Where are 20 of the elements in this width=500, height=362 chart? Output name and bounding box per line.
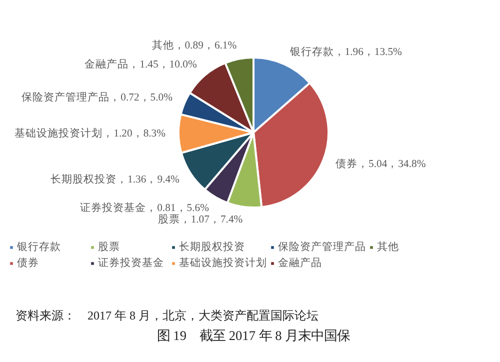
- legend-label: 长期股权投资: [179, 240, 246, 254]
- data-label: 金融产品，1.45，10.0%: [84, 58, 197, 71]
- data-label: 股票，1.07，7.4%: [158, 213, 243, 226]
- data-label: 债券，5.04，34.8%: [336, 156, 426, 170]
- legend-label: 基础设施投资计划: [179, 256, 267, 270]
- legend-label: 股票: [98, 240, 121, 254]
- text: 图 19 截至 2017 年 8 月末中国保: [156, 328, 350, 343]
- data-label: 证券投资基金，0.81，5.6%: [80, 200, 210, 214]
- data-label: 其他，0.89，6.1%: [152, 38, 237, 52]
- text: 资料来源： 2017 年 8 月，北京，大类资产配置国际论坛: [16, 308, 318, 322]
- data-label: 保险资产管理产品，0.72，5.0%: [22, 90, 173, 104]
- data-label: 基础设施投资计划，1.20，8.3%: [14, 126, 166, 140]
- data-label: 长期股权投资，1.36，9.4%: [50, 172, 180, 186]
- data-label: 银行存款，1.96，13.5%: [288, 46, 402, 58]
- legend-label: 债券: [17, 256, 40, 270]
- legend-label: 其他: [377, 240, 400, 254]
- legend-label: 保险资产管理产品: [278, 240, 366, 254]
- legend-label: 金融产品: [278, 256, 323, 270]
- legend-label: 证券投资基金: [98, 256, 165, 270]
- legend-label: 银行存款: [17, 240, 62, 254]
